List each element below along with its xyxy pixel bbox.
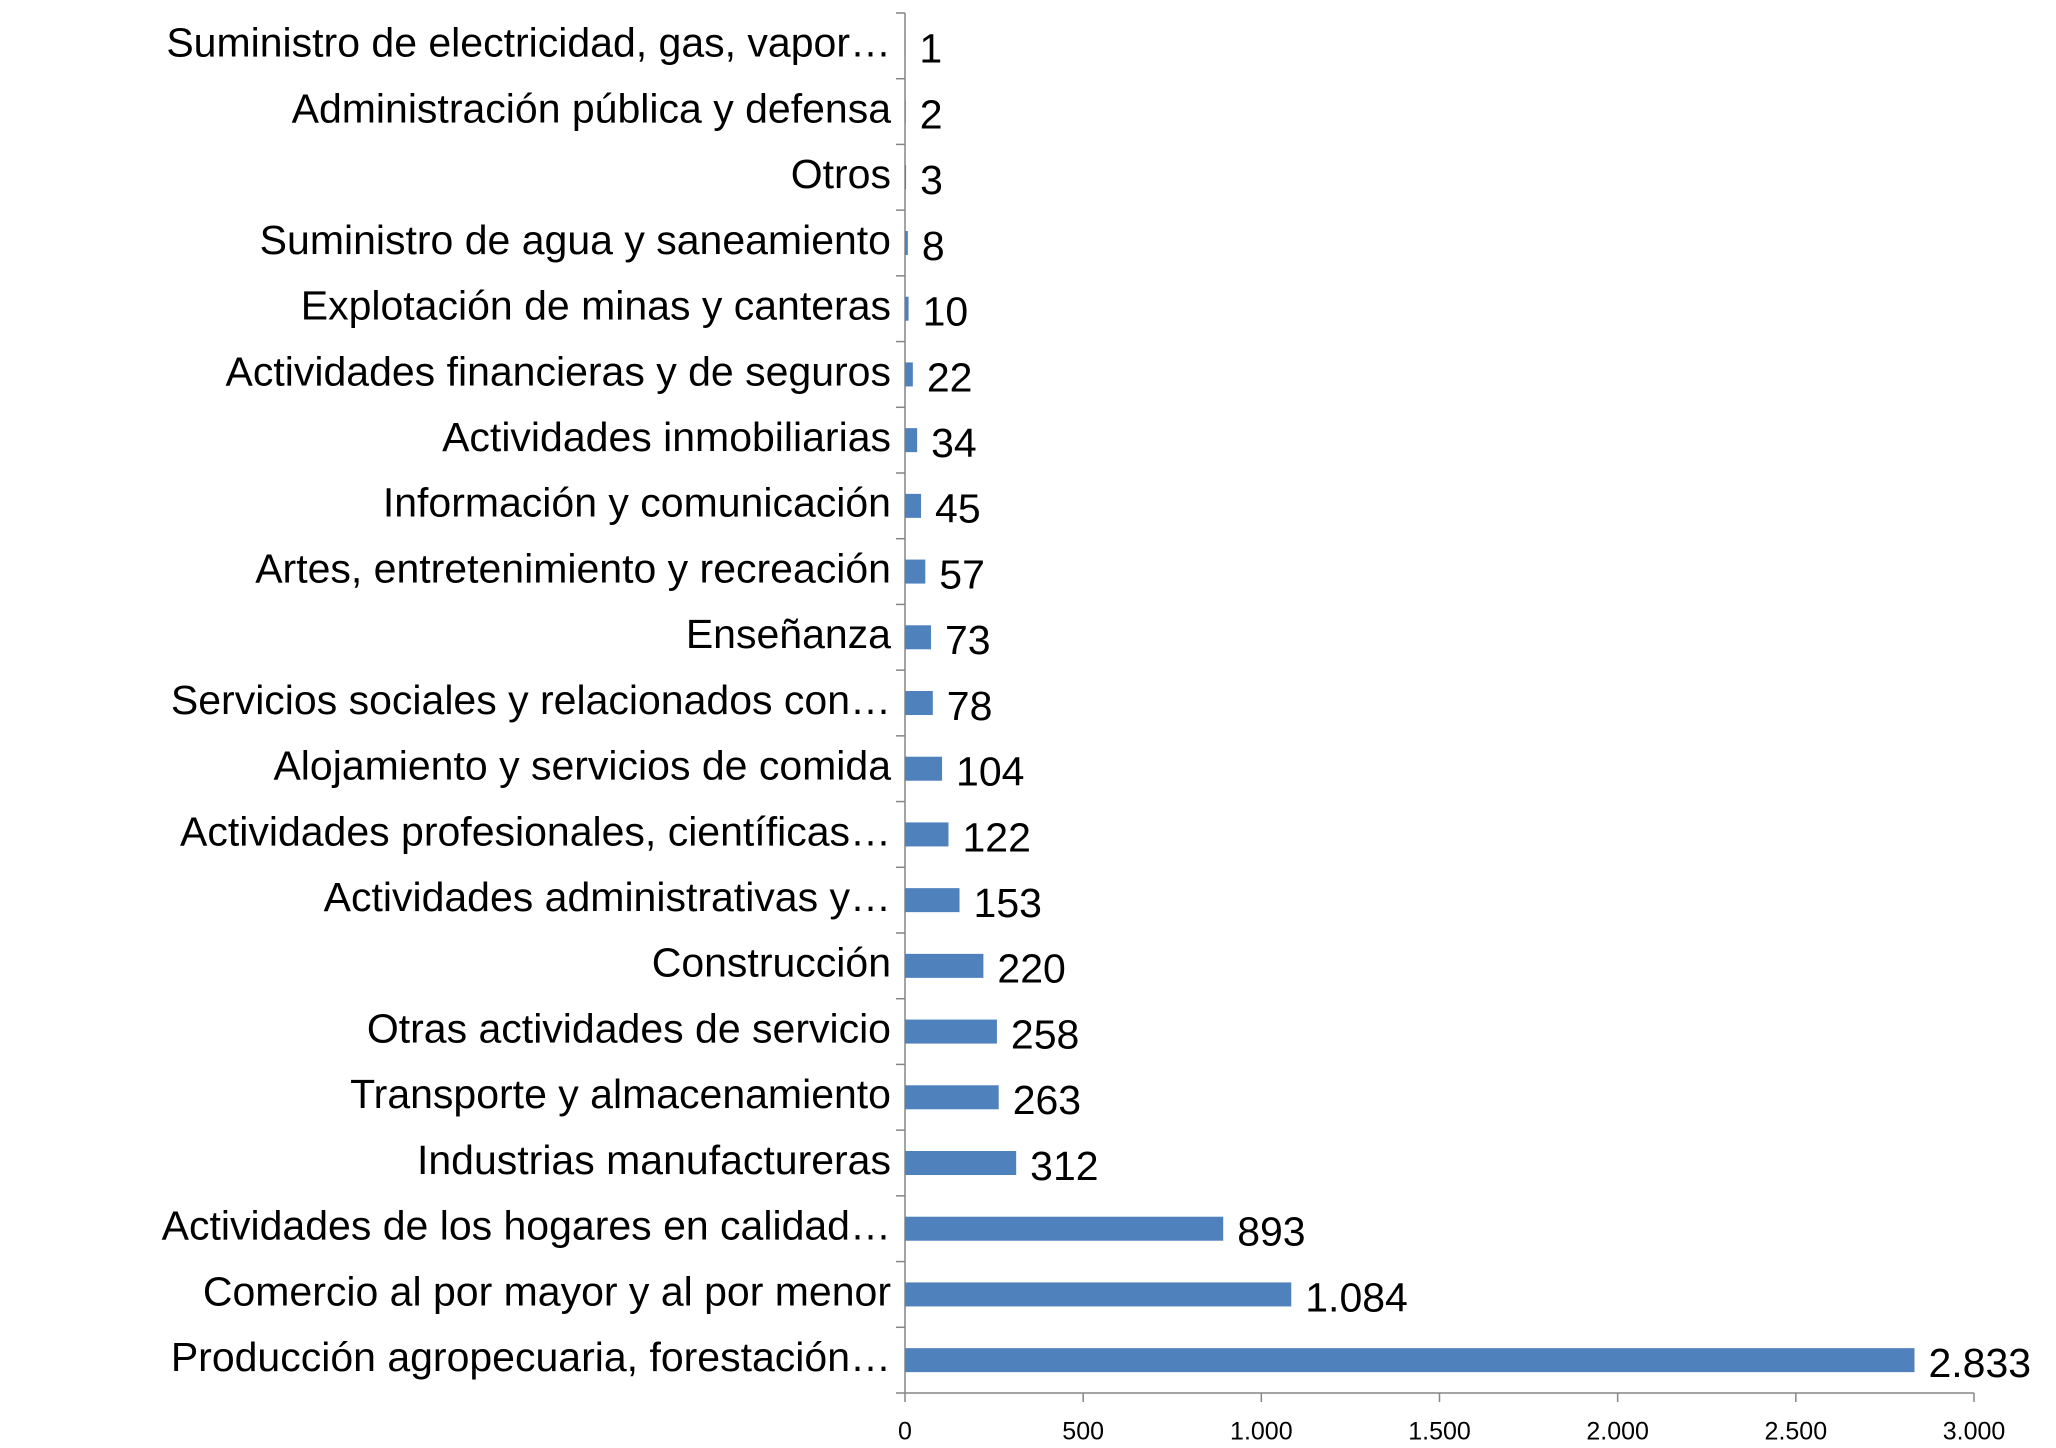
x-tick-label: 1.000 bbox=[1230, 1418, 1293, 1446]
x-tick-label: 3.000 bbox=[1943, 1418, 2006, 1446]
bar bbox=[905, 1282, 1292, 1307]
y-tick-label: Suministro de electricidad, gas, vapor… bbox=[166, 20, 891, 66]
data-label: 220 bbox=[997, 946, 1065, 992]
y-tick-label: Enseñanza bbox=[686, 611, 891, 657]
data-label: 122 bbox=[962, 814, 1030, 860]
data-label: 2 bbox=[920, 91, 943, 137]
bar bbox=[905, 428, 918, 453]
bar bbox=[905, 231, 908, 255]
y-tick-label: Suministro de agua y saneamiento bbox=[260, 217, 891, 263]
x-tick-label: 2.500 bbox=[1765, 1418, 1828, 1446]
data-label: 893 bbox=[1237, 1209, 1305, 1255]
bar bbox=[905, 1085, 999, 1110]
x-tick-label: 2.000 bbox=[1586, 1418, 1649, 1446]
data-label: 34 bbox=[931, 420, 977, 466]
y-tick-label: Actividades inmobiliarias bbox=[442, 414, 891, 460]
data-label: 1.084 bbox=[1305, 1274, 1408, 1320]
y-tick-label: Artes, entretenimiento y recreación bbox=[255, 545, 891, 591]
y-tick-label: Información y comunicación bbox=[383, 480, 891, 526]
data-label: 73 bbox=[945, 617, 991, 663]
y-tick-label: Otras actividades de servicio bbox=[367, 1005, 891, 1051]
bar bbox=[905, 888, 960, 913]
x-tick-label: 1.500 bbox=[1408, 1418, 1471, 1446]
y-tick-label: Actividades financieras y de seguros bbox=[226, 348, 891, 394]
y-tick-label: Alojamiento y servicios de comida bbox=[273, 743, 891, 789]
bar bbox=[905, 1216, 1224, 1241]
bar bbox=[905, 1019, 997, 1044]
y-tick-label: Actividades de los hogares en calidad… bbox=[162, 1203, 891, 1249]
y-tick-label: Otros bbox=[791, 151, 891, 197]
y-tick-label: Comercio al por mayor y al por menor bbox=[203, 1268, 891, 1314]
data-label: 22 bbox=[927, 354, 973, 400]
y-tick-label: Explotación de minas y canteras bbox=[301, 283, 891, 329]
bar bbox=[905, 99, 906, 124]
y-tick-label: Actividades profesionales, científicas… bbox=[180, 808, 891, 854]
bar bbox=[905, 165, 907, 190]
bar bbox=[905, 1151, 1017, 1175]
bar bbox=[905, 296, 909, 321]
data-label: 10 bbox=[923, 289, 969, 335]
data-label: 8 bbox=[922, 223, 945, 269]
data-label: 57 bbox=[939, 551, 985, 597]
bar bbox=[905, 756, 943, 781]
data-label: 153 bbox=[974, 880, 1042, 926]
bar bbox=[905, 362, 913, 387]
data-label: 1 bbox=[919, 26, 942, 72]
data-label: 312 bbox=[1030, 1143, 1098, 1189]
data-label: 263 bbox=[1013, 1077, 1081, 1123]
data-label: 104 bbox=[956, 749, 1024, 795]
data-label: 258 bbox=[1011, 1011, 1079, 1057]
bar bbox=[905, 691, 933, 715]
y-tick-label: Administración pública y defensa bbox=[292, 85, 892, 131]
bar bbox=[905, 493, 922, 518]
data-label: 45 bbox=[935, 486, 981, 532]
bar bbox=[905, 559, 926, 584]
y-tick-label: Actividades administrativas y… bbox=[324, 874, 891, 920]
y-tick-label: Producción agropecuaria, forestación… bbox=[171, 1334, 891, 1380]
y-tick-label: Transporte y almacenamiento bbox=[350, 1071, 891, 1117]
y-tick-label: Industrias manufactureras bbox=[417, 1137, 891, 1183]
bar bbox=[905, 822, 949, 847]
bar bbox=[905, 625, 932, 650]
x-tick-label: 500 bbox=[1062, 1418, 1104, 1446]
data-label: 78 bbox=[947, 683, 993, 729]
y-tick-label: Servicios sociales y relacionados con… bbox=[171, 677, 891, 723]
data-label: 2.833 bbox=[1928, 1340, 2031, 1386]
y-tick-label: Construcción bbox=[652, 940, 891, 986]
bar bbox=[905, 953, 984, 978]
bar bbox=[905, 1348, 1915, 1373]
x-tick-label: 0 bbox=[898, 1418, 912, 1446]
data-label: 3 bbox=[920, 157, 943, 203]
